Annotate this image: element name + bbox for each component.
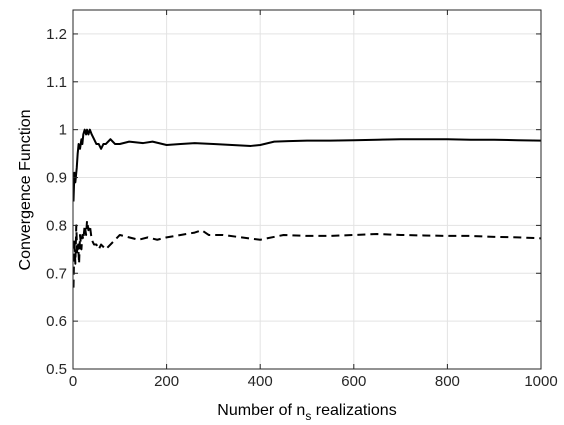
x-tick-label-600: 600 xyxy=(341,373,366,390)
x-tick-label-0: 0 xyxy=(69,373,77,390)
y-tick-label-1: 1 xyxy=(59,122,67,139)
x-tick-label-1000: 1000 xyxy=(524,373,557,390)
solid-series-line xyxy=(72,128,542,202)
x-axis-label-main: Number of n xyxy=(217,402,305,419)
y-axis-label: Convergence Function xyxy=(17,110,34,271)
plot-frame xyxy=(72,9,542,370)
x-axis-label-tail: realizations xyxy=(311,402,396,419)
y-tick-label-1-2: 1.2 xyxy=(46,26,67,43)
y-tick-label-0-6: 0.6 xyxy=(46,313,67,330)
x-tick-label-400: 400 xyxy=(248,373,273,390)
x-axis-label: Number of ns realizations xyxy=(217,402,396,423)
y-tick-label-0-7: 0.7 xyxy=(46,265,67,282)
y-tick-label-0-5: 0.5 xyxy=(46,361,67,378)
y-tick-label-0-9: 0.9 xyxy=(46,170,67,187)
x-tick-label-800: 800 xyxy=(435,373,460,390)
plot-background xyxy=(73,10,541,369)
x-tick-label-200: 200 xyxy=(154,373,179,390)
y-tick-label-0-8: 0.8 xyxy=(46,217,67,234)
ticks: 0 200 400 600 800 1000 0.5 0.6 0.7 0.8 0.9 1 1.1 1.2 xyxy=(46,10,558,390)
x-axis-label-subscript: s xyxy=(305,409,311,423)
series-layer xyxy=(72,128,542,288)
y-tick-label-1-1: 1.1 xyxy=(46,74,67,91)
dashed-series-line xyxy=(72,219,542,288)
